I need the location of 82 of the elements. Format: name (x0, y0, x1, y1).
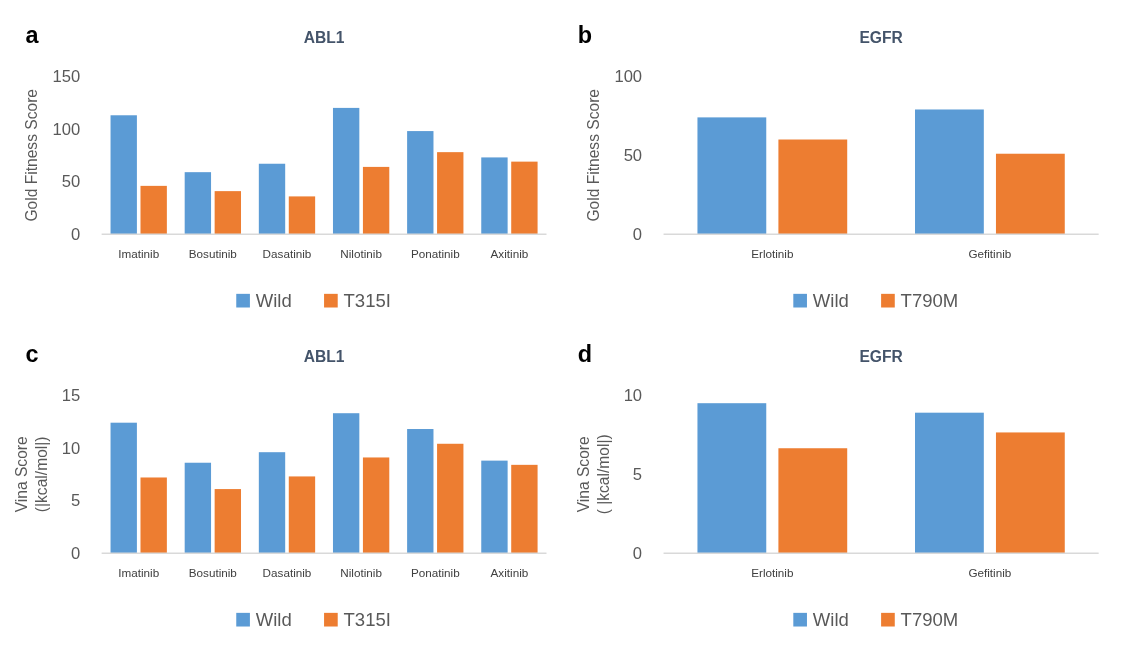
y-tick-label: 0 (632, 225, 643, 245)
text: b (577, 22, 593, 49)
bar (511, 161, 538, 235)
x-tick-label: Ponatinib (410, 565, 461, 579)
bar (915, 109, 984, 235)
y-axis-title: Gold Fitness Score (23, 89, 41, 222)
y-tick-label: 50 (61, 172, 81, 192)
bar (110, 422, 137, 554)
bar (481, 157, 508, 235)
chart-title: ABL1 (303, 29, 345, 47)
bar (697, 117, 767, 235)
x-tick-label: Bosutinib (188, 246, 238, 260)
bar (140, 185, 167, 235)
bar (214, 191, 241, 235)
bar (258, 163, 286, 235)
chart-title: ABL1 (303, 348, 345, 366)
bar (915, 412, 984, 554)
legend-label: T315I (343, 609, 391, 631)
legend-label: Wild (812, 609, 849, 631)
y-tick-label: 5 (70, 491, 81, 511)
y-tick-label: 100 (614, 67, 643, 87)
y-tick-label: 0 (632, 544, 643, 564)
legend-label: Wild (255, 609, 292, 631)
x-tick-label: Gefitinib (968, 565, 1012, 579)
bar (362, 166, 390, 235)
bar (778, 139, 848, 235)
x-tick-label: Dasatinib (262, 246, 312, 260)
chart-title: EGFR (859, 29, 903, 47)
legend-label: T315I (343, 290, 391, 312)
legend-label: T790M (900, 609, 959, 631)
y-tick-label: 0 (70, 544, 81, 564)
bar (332, 413, 360, 554)
legend-label: T790M (900, 290, 959, 312)
bar (995, 153, 1065, 235)
y-tick-label: 10 (61, 438, 81, 458)
bar (407, 429, 434, 554)
x-tick-label: Axitinib (490, 246, 529, 260)
bar (995, 432, 1065, 554)
bar (407, 131, 434, 235)
x-tick-label: Bosutinib (188, 565, 238, 579)
bar (184, 172, 212, 235)
chart-title: EGFR (859, 348, 903, 366)
y-tick-label: 5 (632, 465, 643, 485)
bar (110, 115, 137, 235)
y-tick-label: 150 (52, 67, 81, 87)
bar (778, 448, 848, 554)
bar (288, 476, 316, 554)
y-tick-label: 50 (623, 146, 643, 166)
bar (362, 457, 390, 554)
x-tick-label: Erlotinib (751, 246, 794, 260)
bar (697, 403, 767, 554)
bar (184, 462, 212, 554)
y-axis-title: Vina Score ( |kcal/mol|) (575, 434, 612, 515)
x-tick-label: Ponatinib (410, 246, 461, 260)
x-tick-label: Imatinib (118, 246, 160, 260)
y-tick-label: 100 (52, 119, 81, 139)
bar (437, 152, 464, 235)
bar (214, 489, 241, 554)
text: c (25, 341, 39, 368)
x-tick-label: Imatinib (118, 565, 160, 579)
bar (511, 464, 538, 554)
x-tick-label: Gefitinib (968, 246, 1012, 260)
bar (288, 196, 316, 235)
legend-label: Wild (812, 290, 849, 312)
bar (481, 460, 508, 554)
x-tick-label: Nilotinib (340, 565, 383, 579)
x-tick-label: Axitinib (490, 565, 529, 579)
y-tick-label: 10 (623, 386, 643, 406)
y-tick-label: 15 (61, 386, 81, 406)
bar (140, 477, 167, 554)
text: a (25, 22, 40, 49)
bar (258, 452, 286, 554)
bar (437, 443, 464, 554)
y-axis-title: Gold Fitness Score (585, 89, 603, 222)
bar (332, 107, 360, 235)
text: d (577, 341, 593, 368)
x-tick-label: Nilotinib (340, 246, 383, 260)
y-axis-title: Vina Score (|kcal/mol|) (13, 436, 50, 513)
y-tick-label: 0 (70, 225, 81, 245)
x-tick-label: Dasatinib (262, 565, 312, 579)
x-tick-label: Erlotinib (751, 565, 794, 579)
legend-label: Wild (255, 290, 292, 312)
